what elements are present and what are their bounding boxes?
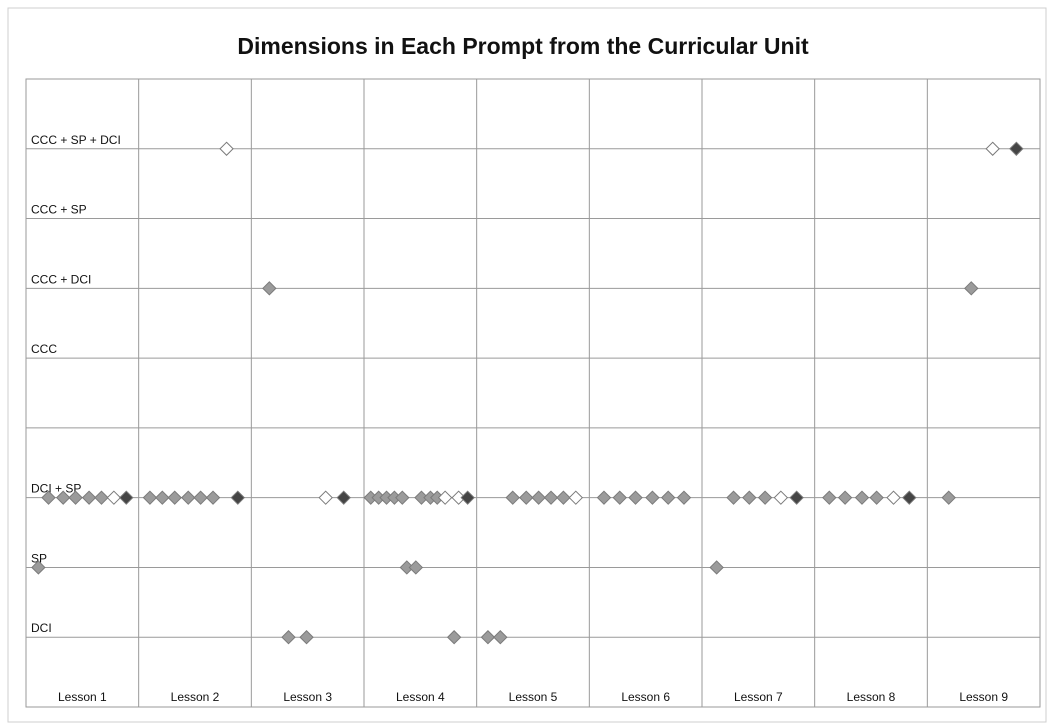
diamond-marker	[460, 490, 475, 505]
diamond-marker	[299, 630, 314, 645]
x-tick-label: Lesson 8	[847, 690, 896, 704]
diamond-marker	[854, 490, 870, 505]
diamond-marker	[568, 490, 584, 505]
diamond-marker	[505, 490, 520, 505]
y-tick-label: SP	[31, 551, 47, 565]
diamond-marker	[773, 490, 789, 505]
y-tick-label: CCC + DCI	[31, 272, 91, 286]
diamond-marker	[446, 630, 462, 645]
diamond-marker	[1009, 141, 1024, 156]
diamond-marker	[94, 490, 109, 505]
y-tick-label: CCC	[31, 342, 57, 356]
diamond-marker	[41, 490, 56, 505]
diamond-marker	[193, 490, 208, 505]
diamond-marker	[837, 490, 853, 505]
diamond-marker	[106, 490, 122, 505]
diamond-marker	[142, 490, 158, 505]
diamond-marker	[181, 490, 196, 505]
diamond-marker	[676, 490, 692, 505]
x-tick-label: Lesson 1	[58, 690, 107, 704]
diamond-marker	[757, 490, 773, 505]
x-tick-label: Lesson 5	[509, 690, 558, 704]
y-tick-label: CCC + SP + DCI	[31, 133, 121, 147]
diamond-marker	[531, 490, 546, 505]
diamond-marker	[519, 490, 534, 505]
diamond-marker	[556, 490, 571, 505]
diamond-marker	[318, 490, 333, 505]
diamond-marker	[230, 490, 246, 505]
diamond-marker	[155, 490, 170, 505]
diamond-marker	[219, 141, 234, 156]
diamond-marker	[81, 490, 97, 505]
diamond-marker	[941, 490, 956, 505]
diamond-marker	[726, 490, 741, 505]
diamond-marker	[408, 560, 424, 575]
diamond-marker	[493, 630, 508, 645]
diamond-marker	[262, 281, 277, 296]
diamond-marker	[281, 630, 296, 645]
x-tick-label: Lesson 6	[621, 690, 670, 704]
diamond-marker	[660, 490, 676, 505]
y-tick-label: CCC + SP	[31, 203, 87, 217]
diamond-marker	[336, 490, 351, 505]
diamond-marker	[395, 490, 410, 505]
diamond-marker	[612, 490, 627, 505]
x-tick-label: Lesson 4	[396, 690, 445, 704]
diamond-marker	[68, 490, 83, 505]
x-tick-label: Lesson 7	[734, 690, 783, 704]
diamond-marker	[205, 490, 221, 505]
chart-title: Dimensions in Each Prompt from the Curri…	[237, 33, 809, 59]
diamond-marker	[869, 490, 884, 505]
diamond-marker	[167, 490, 182, 505]
diamond-marker	[964, 281, 979, 296]
diamond-marker	[31, 560, 46, 575]
diamond-marker	[742, 490, 757, 505]
diamond-marker	[596, 490, 612, 505]
x-tick-label: Lesson 2	[171, 690, 220, 704]
chart-frame	[7, 7, 1047, 723]
diamond-marker	[628, 490, 643, 505]
diamond-marker	[119, 490, 134, 505]
x-tick-label: Lesson 3	[283, 690, 332, 704]
diamond-marker	[822, 490, 837, 505]
diamond-marker	[902, 490, 917, 505]
diamond-marker	[985, 141, 1000, 156]
diamond-marker	[886, 490, 901, 505]
diamond-marker	[789, 490, 804, 505]
diamond-marker	[543, 490, 559, 505]
diamond-marker	[645, 490, 660, 505]
diamond-marker	[55, 490, 71, 505]
y-tick-label: DCI + SP	[31, 482, 81, 496]
diamond-marker	[437, 490, 453, 505]
y-tick-label: DCI	[31, 621, 52, 635]
diamond-marker	[709, 560, 724, 575]
x-tick-label: Lesson 9	[959, 690, 1008, 704]
diamond-marker	[480, 630, 496, 645]
